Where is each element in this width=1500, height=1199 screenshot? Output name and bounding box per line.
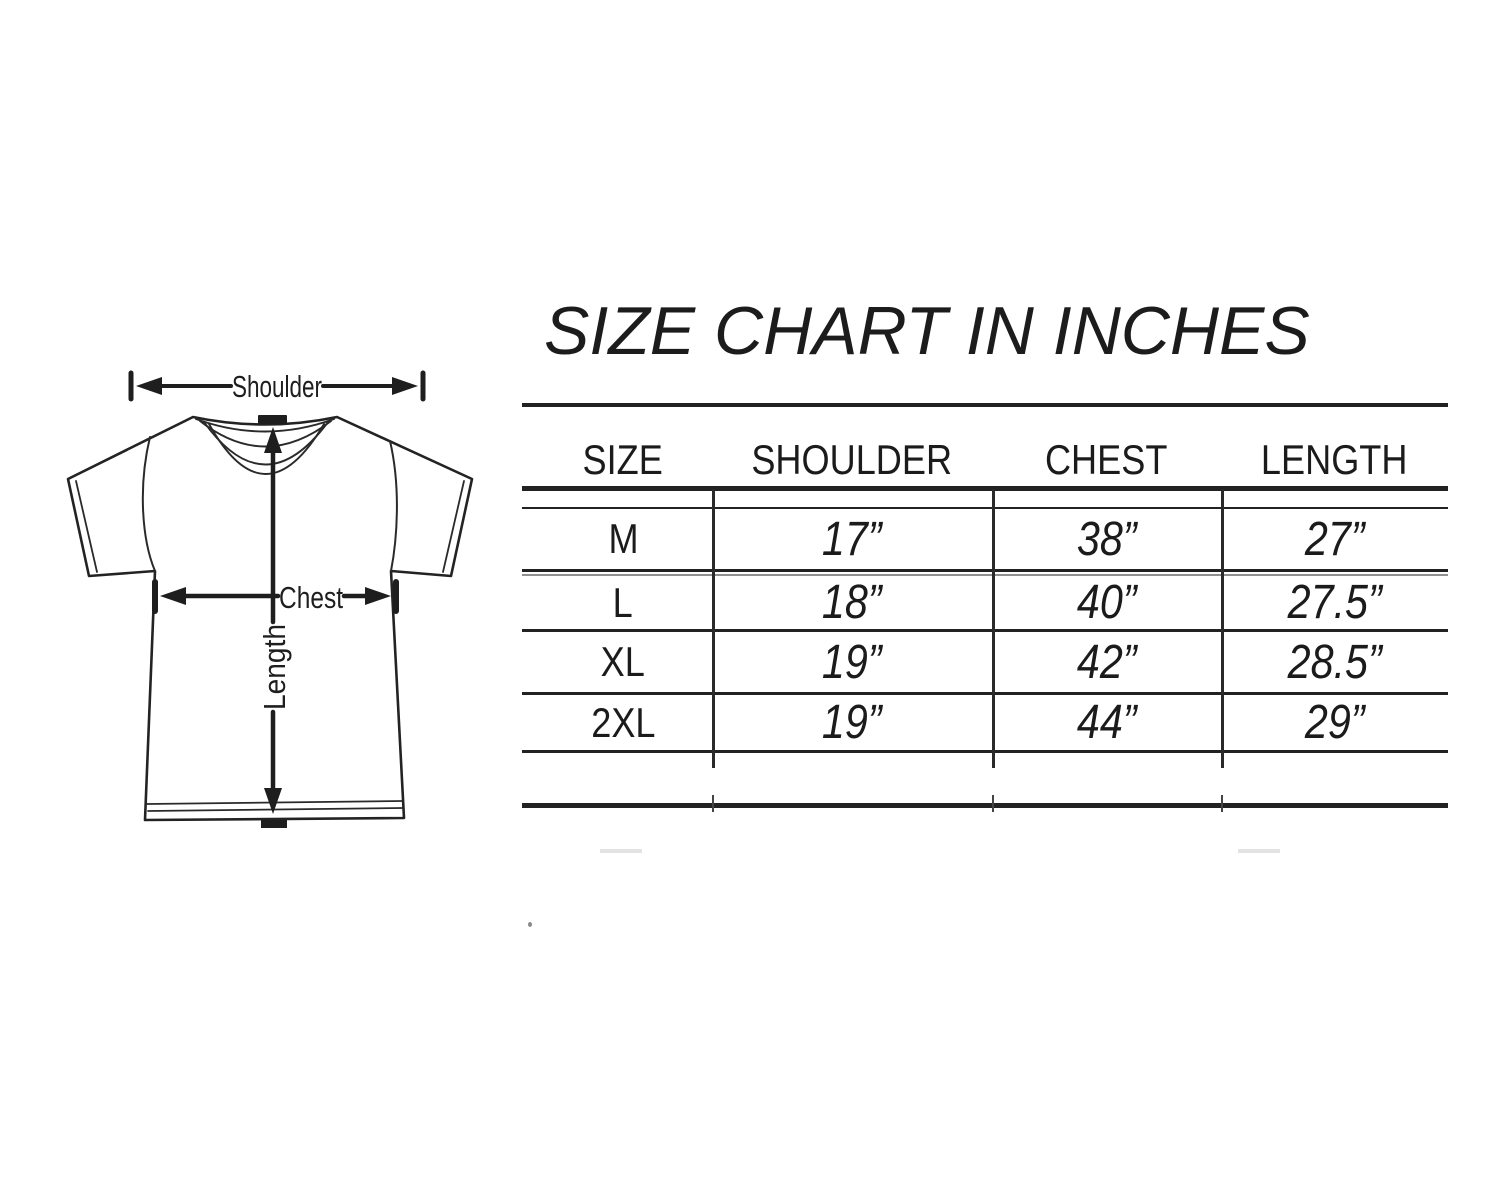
length-value-2xl: 29”: [1304, 696, 1365, 749]
length-value-xl: 28.5”: [1287, 635, 1382, 689]
table-bottom-rule: [522, 803, 1448, 808]
rule-above-row-m: [522, 507, 1448, 509]
rule-below-row-xl: [522, 692, 1448, 695]
shoulder-value-l: 18”: [822, 576, 882, 629]
shoulder-label: Shoulder: [232, 369, 322, 404]
chest-value-m: 38”: [1076, 512, 1137, 566]
divider-tick-1: [712, 795, 714, 812]
chest-value-l: 40”: [1076, 576, 1137, 629]
table-top-rule: [522, 403, 1448, 407]
rule-below-row-2xl: [522, 750, 1448, 753]
size-label-l: L: [612, 578, 634, 626]
shoulder-arrow: [128, 370, 426, 402]
length-label: Length: [257, 624, 292, 710]
shoulder-value-xl: 19”: [822, 635, 882, 689]
size-label-m: M: [607, 515, 639, 562]
collar-tag-mark: [258, 415, 287, 424]
divider-tick-2: [992, 795, 994, 812]
chest-value-xl: 42”: [1076, 635, 1137, 689]
column-header-length: LENGTH: [1261, 436, 1408, 483]
length-value-l: 27.5”: [1287, 576, 1382, 629]
size-label-2xl: 2XL: [590, 698, 656, 746]
scan-artifact: [1238, 849, 1280, 853]
divider-tick-3: [1221, 795, 1223, 812]
rule-below-row-l: [522, 629, 1448, 632]
scan-artifact-dot: [528, 922, 532, 927]
page-title: SIZE CHART IN INCHES: [544, 293, 1310, 369]
scan-artifact: [600, 849, 642, 853]
chest-arrow: [152, 579, 399, 614]
shoulder-value-2xl: 19”: [822, 696, 882, 749]
sleeve-cuff-lines: [75, 480, 465, 573]
column-divider-3: [1221, 489, 1224, 768]
size-label-xl: XL: [600, 638, 646, 685]
rule-below-row-m-shadow: [522, 574, 1448, 576]
tshirt-outline: [66, 415, 474, 822]
length-value-m: 27”: [1304, 512, 1365, 566]
chest-value-2xl: 44”: [1076, 696, 1137, 749]
chest-label: Chest: [279, 580, 343, 615]
column-header-chest: CHEST: [1045, 436, 1168, 483]
column-header-shoulder: SHOULDER: [751, 436, 953, 483]
rule-below-row-m: [522, 569, 1448, 572]
column-divider-1: [712, 489, 715, 768]
header-bottom-rule: [522, 486, 1448, 491]
armhole-seams: [141, 436, 398, 572]
column-header-size: SIZE: [582, 436, 664, 483]
shoulder-value-m: 17”: [822, 512, 882, 566]
length-arrow: [261, 427, 287, 828]
column-divider-2: [992, 489, 995, 768]
collar-ribbing: [195, 418, 335, 475]
